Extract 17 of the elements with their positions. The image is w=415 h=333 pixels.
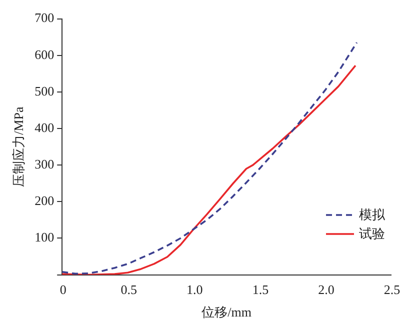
x-tick-label: 1.0: [186, 282, 203, 298]
x-tick-label: 2.0: [318, 282, 334, 298]
y-tick-label: 600: [34, 46, 54, 62]
x-tick-label: 1.5: [252, 282, 269, 298]
x-tick-label: 0.5: [120, 282, 138, 298]
x-tick-label: 0: [60, 282, 66, 298]
y-axis-title: 压制应力/MPa: [11, 106, 26, 187]
y-tick-label: 700: [34, 10, 54, 26]
legend-label: 试验: [359, 225, 385, 243]
y-tick-label: 500: [34, 83, 54, 98]
y-tick-label: 100: [34, 230, 54, 245]
y-tick-label: 400: [34, 120, 54, 135]
y-tick-label: 200: [34, 193, 54, 208]
x-axis-title: 位移/mm: [202, 304, 252, 320]
y-tick-label: 300: [34, 156, 54, 172]
x-tick-label: 2.5: [384, 282, 400, 298]
legend-label: 模拟: [359, 206, 385, 224]
